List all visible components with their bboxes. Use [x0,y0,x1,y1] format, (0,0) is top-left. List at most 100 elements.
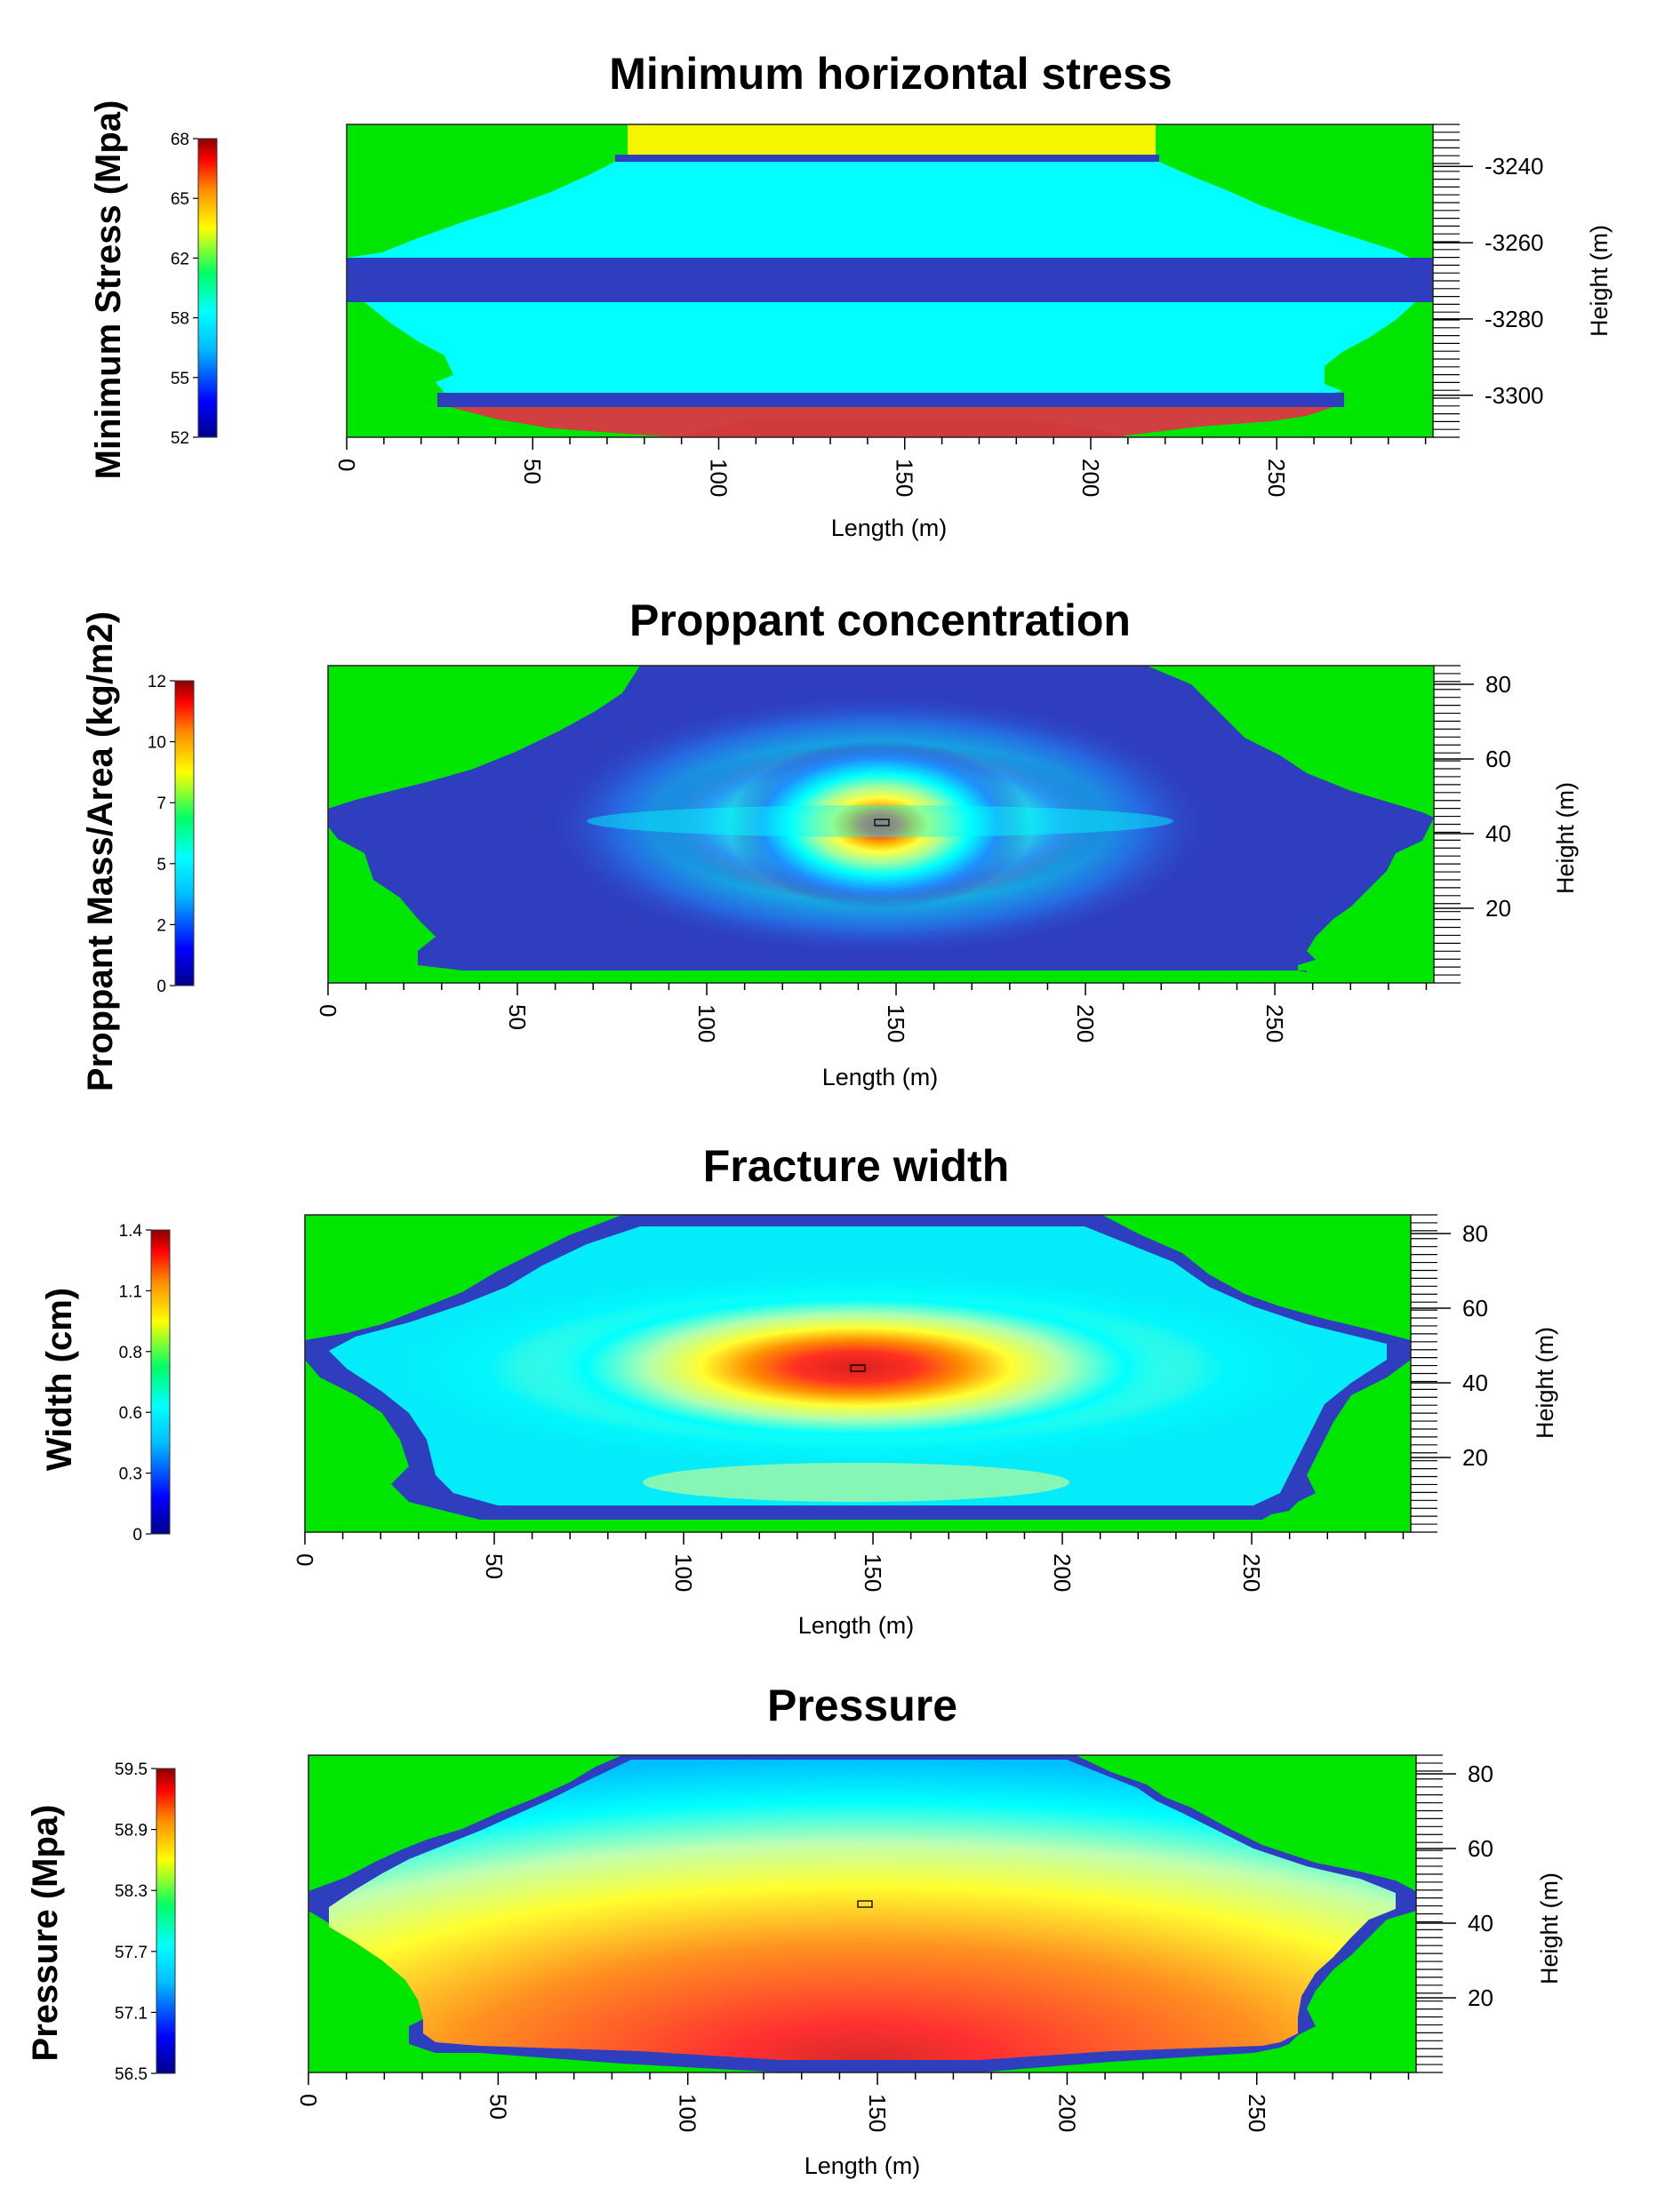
x-tick-label: 250 [1238,1553,1265,1592]
x-tick-label: 200 [1077,459,1104,497]
x-tick-label: 0 [315,1004,341,1017]
colorbar-tick-label: 0.8 [119,1344,142,1362]
colorbar-tick-label: 58.3 [115,1882,148,1901]
colorbar-tick-label: 5 [156,856,166,874]
colorbar-tick-label: 59.5 [115,1761,148,1779]
y-tick-label: -3260 [1485,229,1544,256]
y-axis-label: Height (m) [1552,782,1579,894]
colorbar-tick-label: 62 [171,250,189,268]
y-axis: 80 60 40 20 [1411,1214,1488,1533]
thin-lower-layer [437,393,1344,407]
y-tick-label: -3280 [1485,306,1544,332]
colorbar-label: Width (cm) [40,1288,79,1471]
x-tick-label: 150 [892,459,918,497]
y-tick-label: 80 [1468,1761,1493,1787]
colorbar-ticks: 12 10 7 5 2 0 [148,673,175,996]
lower-barrier-red [676,419,1129,437]
colorbar-tick-label: 57.1 [115,2004,148,2023]
y-axis: 80 60 40 20 [1434,665,1511,984]
y-tick-label: 80 [1485,671,1511,698]
x-tick-label: 0 [292,1553,318,1566]
colorbar [197,138,218,438]
heatmap-area [305,1215,1411,1532]
colorbar [156,1768,176,2074]
colorbar-tick-label: 0 [132,1526,142,1545]
panel-title: Pressure [767,1681,957,1730]
low-stress-layer [347,258,1433,302]
upper-pay-zone [347,162,1413,260]
panel-title: Fracture width [703,1141,1009,1191]
y-tick-label: 60 [1468,1835,1493,1862]
panel-proppant-concentration: Proppant concentration Proppant Mass/Are… [81,595,1579,1091]
proppant-core [729,740,1031,909]
colorbar-ticks: 68 65 62 58 55 52 [171,131,198,448]
x-tick-label: 100 [675,2094,701,2132]
colorbar-tick-label: 0 [156,978,166,996]
colorbar-ticks: 1.4 1.1 0.8 0.6 0.3 0 [119,1222,151,1545]
y-tick-label: 20 [1485,895,1511,922]
panel-pressure: Pressure Pressure (Mpa) 59.5 58.9 58.3 57.7… [26,1681,1563,2179]
heatmap-area [308,1755,1416,2072]
y-axis-label: Height (m) [1586,225,1613,337]
lower-pay-zone [364,302,1415,393]
x-axis: 0 50 100 150 200 250 [292,1532,1405,1592]
colorbar [174,680,195,986]
x-tick-label: 0 [333,459,360,471]
y-tick-label: -3240 [1485,153,1544,180]
y-tick-label: 40 [1485,820,1511,847]
y-axis: 80 60 40 20 [1416,1754,1493,2073]
y-axis: -3240 -3260 -3280 -3300 [1433,124,1544,438]
colorbar-tick-label: 55 [171,370,189,388]
colorbar-tick-label: 12 [148,673,166,691]
x-tick-label: 250 [1261,1004,1288,1042]
x-tick-label: 100 [693,1004,720,1042]
y-tick-label: 60 [1462,1295,1488,1322]
perforation-marker [857,1900,873,1908]
width-core [518,1282,1194,1451]
colorbar-tick-label: 58.9 [115,1822,148,1841]
y-tick-label: 20 [1468,1984,1493,2011]
colorbar-tick-label: 2 [156,916,166,935]
y-tick-label: 40 [1468,1910,1493,1936]
colorbar-tick-label: 58 [171,310,189,329]
x-tick-label: 50 [519,459,546,484]
x-tick-label: 100 [705,459,732,497]
x-tick-label: 100 [670,1553,697,1592]
upper-barrier-layer [628,124,1156,155]
heatmap-area [347,124,1433,437]
colorbar-tick-label: 10 [148,734,166,753]
x-tick-label: 200 [1072,1004,1099,1042]
x-tick-label: 250 [1263,459,1290,497]
y-tick-label: 40 [1462,1370,1488,1396]
colorbar-ticks: 59.5 58.9 58.3 57.7 57.1 56.5 [115,1761,156,2084]
x-tick-label: 200 [1053,2094,1080,2132]
proppant-band [587,805,1173,837]
colorbar-tick-label: 0.3 [119,1465,142,1484]
colorbar [150,1229,171,1535]
x-tick-label: 150 [864,2094,891,2132]
colorbar-tick-label: 7 [156,795,166,813]
x-axis-label: Length (m) [798,1612,915,1639]
y-tick-label: -3300 [1485,382,1544,409]
thin-upper-layer [615,155,1159,162]
x-axis-label: Length (m) [804,2152,921,2179]
colorbar-tick-label: 56.5 [115,2065,148,2084]
x-axis: 0 50 100 150 200 250 [295,2072,1410,2132]
x-axis: 0 50 100 150 200 250 [315,983,1428,1042]
x-tick-label: 200 [1049,1553,1076,1592]
colorbar-label: Pressure (Mpa) [26,1805,65,2062]
colorbar-tick-label: 65 [171,190,189,209]
colorbar-label: Proppant Mass/Area (kg/m2) [81,611,120,1091]
fracture-interior [329,1760,1396,2060]
panel-fracture-width: Fracture width Width (cm) 1.4 1.1 0.8 0.6 0.… [40,1141,1558,1639]
panel-min-horizontal-stress: Minimum horizontal stress Minimum Stress… [89,49,1613,541]
y-axis-label: Height (m) [1536,1873,1563,1984]
x-axis-label: Length (m) [822,1064,939,1090]
colorbar-tick-label: 1.1 [119,1282,142,1301]
colorbar-tick-label: 52 [171,429,189,448]
y-tick-label: 60 [1485,746,1511,772]
perforation-marker [850,1364,866,1372]
y-axis-label: Height (m) [1532,1327,1558,1439]
panel-title: Minimum horizontal stress [609,49,1172,99]
